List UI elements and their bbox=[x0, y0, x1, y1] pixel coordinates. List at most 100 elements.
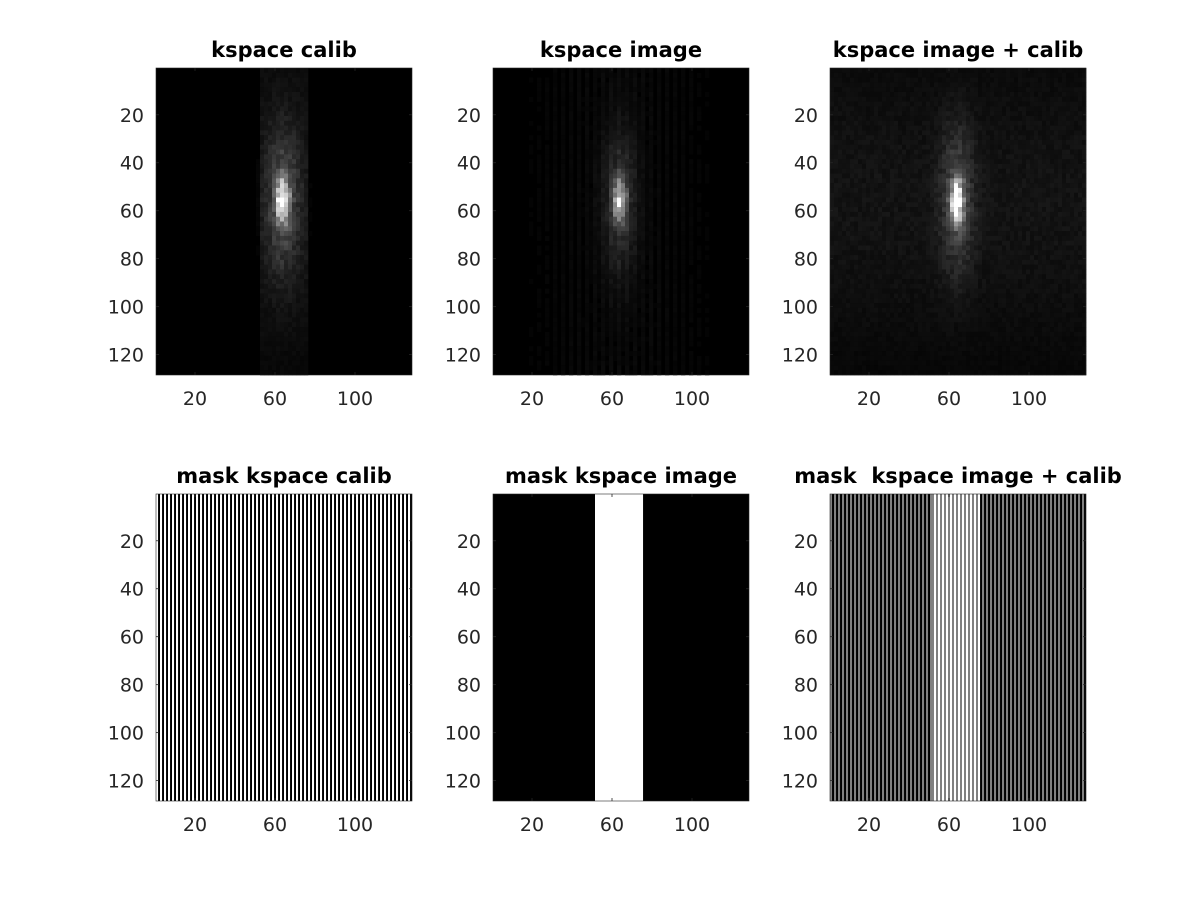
heatmap-cell bbox=[617, 274, 622, 280]
heatmap-cell bbox=[292, 101, 297, 107]
heatmap-cell bbox=[918, 96, 923, 102]
heatmap-cell bbox=[866, 240, 871, 246]
heatmap-cell bbox=[673, 259, 678, 265]
heatmap-cell bbox=[910, 72, 915, 78]
heatmap-cell bbox=[561, 178, 566, 184]
heatmap-cell bbox=[1050, 68, 1055, 74]
heatmap-cell bbox=[1006, 96, 1011, 102]
heatmap-cell bbox=[621, 163, 626, 170]
heatmap-cell bbox=[272, 283, 277, 289]
heatmap-cell bbox=[601, 264, 606, 270]
heatmap-cell bbox=[645, 269, 650, 275]
heatmap-cell bbox=[697, 331, 702, 337]
heatmap-cell bbox=[838, 82, 843, 88]
heatmap-cell bbox=[641, 163, 646, 170]
heatmap-cell bbox=[998, 226, 1003, 232]
heatmap-cell bbox=[838, 240, 843, 246]
heatmap-cell bbox=[609, 135, 614, 141]
heatmap-cell bbox=[629, 322, 634, 328]
heatmap-cell bbox=[834, 130, 839, 136]
heatmap-cell bbox=[601, 331, 606, 337]
heatmap-cell bbox=[681, 269, 686, 275]
heatmap-cell bbox=[1046, 187, 1051, 194]
heatmap-cell bbox=[902, 87, 907, 93]
heatmap-cell bbox=[978, 115, 983, 122]
heatmap-cell bbox=[958, 235, 963, 241]
heatmap-cell bbox=[838, 231, 843, 237]
heatmap-cell bbox=[621, 283, 626, 289]
heatmap-cell bbox=[862, 197, 867, 203]
heatmap-cell bbox=[665, 72, 670, 78]
heatmap-cell bbox=[288, 144, 293, 150]
heatmap-cell bbox=[930, 130, 935, 136]
heatmap-cell bbox=[649, 293, 654, 299]
heatmap-cell bbox=[846, 216, 851, 222]
heatmap-cell bbox=[846, 207, 851, 213]
heatmap-cell bbox=[633, 106, 638, 112]
heatmap-cell bbox=[292, 235, 297, 241]
heatmap-cell bbox=[914, 139, 919, 146]
heatmap-cell bbox=[665, 68, 670, 74]
heatmap-cell bbox=[649, 68, 654, 74]
heatmap-cell bbox=[697, 250, 702, 256]
heatmap-cell bbox=[906, 178, 911, 184]
heatmap-cell bbox=[689, 327, 694, 333]
heatmap-cell bbox=[1018, 216, 1023, 222]
y-tick-label: 60 bbox=[120, 201, 144, 223]
heatmap-cell bbox=[605, 245, 610, 251]
heatmap-cell bbox=[850, 207, 855, 213]
heatmap-cell bbox=[597, 154, 602, 160]
heatmap-cell bbox=[537, 288, 542, 294]
heatmap-cell bbox=[990, 211, 995, 218]
heatmap-cell bbox=[902, 101, 907, 107]
heatmap-cell bbox=[617, 115, 622, 122]
heatmap-cell bbox=[625, 288, 630, 294]
heatmap-cell bbox=[1010, 163, 1015, 170]
heatmap-cell bbox=[292, 125, 297, 131]
heatmap-cell bbox=[284, 178, 289, 184]
heatmap-cell bbox=[1042, 77, 1047, 83]
heatmap-cell bbox=[966, 202, 971, 208]
heatmap-cell bbox=[1006, 149, 1011, 155]
heatmap-cell bbox=[609, 245, 614, 251]
heatmap-cell bbox=[601, 68, 606, 74]
heatmap-cell bbox=[1010, 173, 1015, 179]
heatmap-cell bbox=[264, 168, 269, 174]
heatmap-cell bbox=[890, 125, 895, 131]
heatmap-cell bbox=[874, 139, 879, 146]
heatmap-cell bbox=[681, 168, 686, 174]
heatmap-cell bbox=[954, 82, 959, 88]
heatmap-cell bbox=[553, 327, 558, 333]
heatmap-cell bbox=[633, 360, 638, 366]
heatmap-cell bbox=[942, 173, 947, 179]
heatmap-cell bbox=[1054, 77, 1059, 83]
heatmap-cell bbox=[288, 298, 293, 304]
heatmap-cell bbox=[1078, 226, 1083, 232]
heatmap-cell bbox=[601, 226, 606, 232]
heatmap-cell bbox=[998, 168, 1003, 174]
heatmap-cell bbox=[854, 207, 859, 213]
heatmap-cell bbox=[914, 82, 919, 88]
heatmap-cell bbox=[681, 346, 686, 352]
heatmap-cell bbox=[1026, 207, 1031, 213]
heatmap-cell bbox=[284, 370, 289, 376]
heatmap-cell bbox=[689, 173, 694, 179]
heatmap-cell bbox=[292, 331, 297, 337]
heatmap-cell bbox=[882, 240, 887, 246]
heatmap-cell bbox=[914, 111, 919, 117]
heatmap-cell bbox=[994, 135, 999, 141]
heatmap-cell bbox=[280, 283, 285, 289]
heatmap-cell bbox=[890, 226, 895, 232]
heatmap-cell bbox=[296, 111, 301, 117]
heatmap-cell bbox=[537, 159, 542, 165]
heatmap-cell bbox=[1038, 197, 1043, 203]
heatmap-cell bbox=[862, 187, 867, 194]
heatmap-cell bbox=[830, 135, 835, 141]
heatmap-cell bbox=[938, 144, 943, 150]
heatmap-cell bbox=[601, 279, 606, 285]
heatmap-cell bbox=[974, 72, 979, 78]
heatmap-cell bbox=[645, 202, 650, 208]
heatmap-cell bbox=[1030, 221, 1035, 227]
heatmap-cell bbox=[276, 192, 281, 198]
heatmap-cell bbox=[886, 77, 891, 83]
